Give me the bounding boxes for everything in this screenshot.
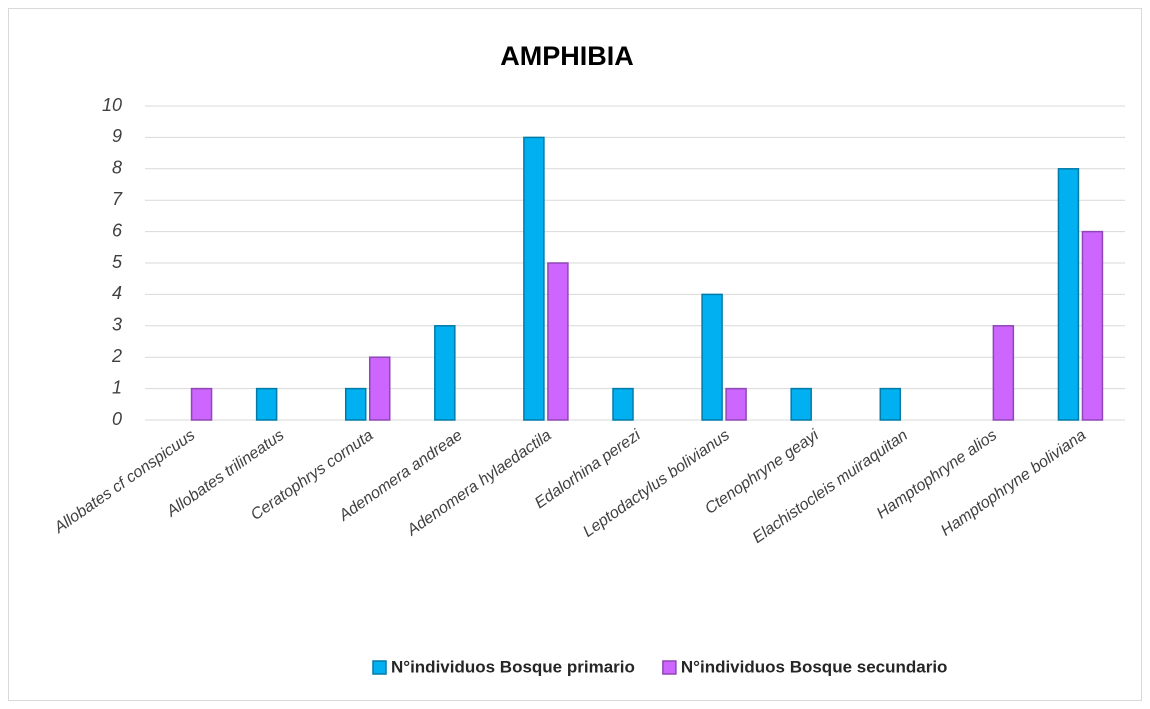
y-tick-label: 5 [112,252,123,272]
bar [612,387,634,421]
bar [1057,168,1080,421]
y-tick-label: 9 [112,126,122,146]
y-tick-label: 8 [112,158,122,178]
legend-label: N°individuos Bosque primario [391,657,635,676]
bar [790,387,812,421]
bar [547,262,569,421]
legend-swatch [372,660,387,675]
bar [701,293,723,421]
bar [190,387,213,421]
bar [368,356,391,421]
chart-border [8,8,1142,701]
y-tick-label: 6 [112,220,123,240]
chart-title: AMPHIBIA [500,41,634,71]
y-tick-label: 2 [111,346,122,366]
legend-swatch [662,660,677,675]
y-tick-label: 0 [112,409,122,429]
y-tick-label: 1 [112,377,122,397]
bar [992,325,1015,421]
y-tick-label: 10 [102,95,122,115]
legend-label: N°individuos Bosque secundario [681,657,948,676]
bar [1081,230,1104,421]
y-tick-label: 4 [112,283,122,303]
y-tick-label: 3 [112,315,122,335]
bar [255,387,278,421]
bar [434,325,456,421]
y-tick-label: 7 [112,189,123,209]
bar [344,387,367,421]
bar [523,136,545,421]
bar [879,387,902,421]
bar [725,387,747,421]
